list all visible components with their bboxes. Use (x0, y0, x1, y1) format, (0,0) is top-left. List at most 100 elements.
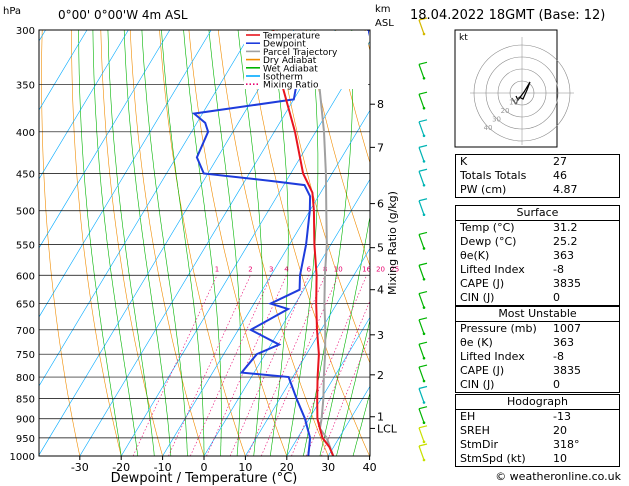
row-value: 363 (553, 336, 574, 349)
temp-tick-label: 40 (363, 461, 377, 474)
km-label: km (375, 4, 391, 15)
row-label: θe (K) (460, 336, 493, 349)
km-tick-label: 6 (377, 198, 384, 211)
pressure-tick-label: 650 (16, 300, 35, 311)
axes: 3003504004505005506006507007508008509009… (10, 26, 398, 474)
temperature-line (272, 30, 335, 456)
table-row: CIN (J) 0 (456, 291, 619, 305)
wind-barb-dot (422, 356, 426, 360)
isotherm-line (79, 30, 336, 456)
wind-barb-flag (418, 144, 428, 148)
isotherm-line (39, 30, 253, 387)
y2-axis-label: Mixing Ratio (g/kg) (386, 191, 399, 295)
row-label: Dewp (°C) (460, 235, 517, 248)
row-value: 20 (553, 424, 567, 437)
temp-tick-label: 10 (238, 461, 252, 474)
isotherm-line (39, 30, 212, 318)
wind-barb (418, 265, 425, 280)
table-row: CAPE (J) 3835 (456, 364, 619, 378)
mixing-ratio-label: 3 (269, 265, 273, 273)
profiles (191, 30, 370, 456)
row-value: 25.2 (553, 235, 578, 248)
temp-tick-label: 30 (321, 461, 335, 474)
copyright: © weatheronline.co.uk (495, 470, 621, 483)
dewpoint-line (191, 30, 370, 456)
table-row: θe(K) 363 (456, 249, 619, 263)
km-tick-label: 3 (377, 329, 384, 342)
legend-label: Temperature (262, 32, 320, 42)
wind-barb-dot (422, 306, 426, 309)
row-value: 4.87 (553, 183, 578, 196)
mixing-ratio-label: 20 (376, 265, 385, 273)
mixing-ratio-label: 1 (215, 265, 219, 273)
temp-tick-label: 0 (201, 461, 208, 474)
dry-adiabat-line (247, 30, 370, 456)
km-tick-label: 4 (377, 284, 384, 297)
pressure-tick-label: 300 (16, 26, 35, 37)
mixing-ratio-line (229, 275, 310, 456)
mixing-ratio-line (306, 299, 370, 456)
wind-barb (418, 94, 425, 109)
mixing-ratio-line (132, 275, 218, 456)
wet-adiabat-line (183, 30, 222, 456)
indices-table: K 27 Totals Totals 46 PW (cm) 4.87 (455, 154, 620, 198)
km-tick-label: 7 (377, 141, 384, 154)
row-value: 318° (553, 438, 580, 451)
wet-adiabat-line (107, 30, 155, 456)
wind-barb-dot (422, 213, 426, 217)
dry-adiabat-line (335, 30, 370, 164)
isotherm-line (286, 316, 370, 456)
wind-barb-dot (422, 106, 426, 110)
row-label: Lifted Index (460, 263, 525, 276)
row-value: 3835 (553, 364, 581, 377)
wind-barb-flag (418, 61, 428, 65)
wind-barb-flag (418, 290, 428, 295)
row-label: CAPE (J) (460, 277, 505, 290)
pressure-tick-label: 950 (16, 434, 35, 445)
pressure-tick-label: 500 (16, 207, 35, 218)
wind-barb (418, 445, 425, 461)
surface-title: Surface (456, 206, 619, 221)
wind-barbs (418, 17, 428, 462)
row-label: Pressure (mb) (460, 322, 537, 335)
pressure-tick-label: 700 (16, 326, 35, 337)
km-tick-label: 5 (377, 242, 384, 255)
x-axis-label: Dewpoint / Temperature (°C) (111, 471, 298, 486)
wind-barb-dot (422, 440, 426, 444)
row-value: 10 (553, 452, 567, 465)
wind-barb-flag (418, 198, 428, 202)
row-label: Temp (°C) (460, 221, 515, 234)
pressure-tick-label: 900 (16, 415, 35, 426)
wet-adiabat-line (336, 318, 370, 456)
wind-barb (418, 293, 425, 308)
row-label: θe(K) (460, 249, 490, 262)
row-label: CAPE (J) (460, 364, 505, 377)
wind-barb (418, 388, 425, 403)
row-value: -13 (553, 410, 571, 423)
hodograph-ring-label: 20 (501, 107, 510, 115)
km-tick-label: 2 (377, 369, 384, 382)
wet-adiabat-line (92, 30, 139, 456)
table-row: SREH 20 (456, 424, 619, 438)
dry-adiabat-line (188, 30, 288, 456)
table-row: Dewp (°C) 25.2 (456, 235, 619, 249)
legend-box (244, 31, 368, 89)
hpa-label: hPa (3, 6, 21, 17)
wind-barb-flag (418, 385, 428, 390)
legend-label: Wet Adiabat (263, 64, 318, 74)
wind-barb-flag (418, 91, 428, 95)
isotherm-line (39, 30, 171, 249)
pressure-tick-label: 1000 (10, 452, 35, 463)
table-row: Totals Totals 46 (456, 169, 619, 183)
legend-label: Isotherm (263, 73, 303, 83)
mixing-ratio-label: 4 (284, 265, 289, 273)
hodo-table-title: Hodograph (456, 395, 619, 410)
mixing-ratio-line (190, 275, 272, 456)
table-row: StmSpd (kt) 10 (456, 452, 619, 466)
table-row: Lifted Index -8 (456, 263, 619, 277)
table-row: Lifted Index -8 (456, 350, 619, 364)
mixing-ratio-label: 16 (362, 265, 371, 273)
